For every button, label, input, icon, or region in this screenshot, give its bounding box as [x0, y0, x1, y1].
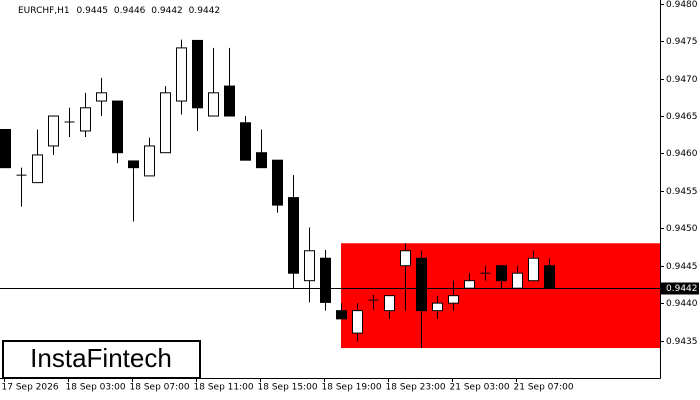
x-tick-label: 18 Sep 19:00 — [322, 383, 382, 393]
bear-body — [496, 265, 507, 282]
bear-body — [128, 160, 139, 169]
header-close: 0.9442 — [189, 6, 221, 16]
bull-body — [432, 302, 443, 312]
bull-body — [528, 257, 539, 282]
x-tick-label: 18 Sep 07:00 — [130, 383, 190, 393]
x-tick-label: 18 Sep 11:00 — [194, 383, 254, 393]
bull-body — [48, 115, 59, 147]
bear-body — [240, 122, 251, 161]
bear-body — [272, 159, 283, 206]
bear-body — [224, 85, 235, 117]
bull-body — [400, 250, 411, 267]
x-tick-label: 21 Sep 03:00 — [450, 383, 510, 393]
y-tick-label: 0.9445 — [666, 262, 698, 272]
y-tick-label: 0.9465 — [666, 112, 698, 122]
x-tick-label: 17 Sep 2026 — [2, 383, 59, 393]
header-open: 0.9445 — [77, 6, 109, 16]
bull-body — [96, 92, 107, 102]
bull-body — [384, 295, 395, 312]
bear-body — [0, 128, 11, 169]
price-tag-label: 0.9442 — [666, 284, 698, 294]
header-high: 0.9446 — [114, 6, 146, 16]
bull-body — [160, 92, 171, 154]
y-tick-label: 0.9460 — [666, 149, 698, 159]
bear-body — [320, 257, 331, 303]
header-low: 0.9442 — [151, 6, 183, 16]
y-tick-label: 0.9435 — [666, 337, 698, 347]
bear-body — [416, 257, 427, 312]
y-tick-label: 0.9455 — [666, 187, 698, 197]
bear-body — [192, 39, 203, 109]
bull-body — [512, 272, 523, 289]
bear-body — [336, 310, 347, 320]
bull-body — [176, 47, 187, 102]
symbol: EURCHF,H1 — [18, 6, 70, 16]
logo-box — [2, 340, 201, 379]
x-tick-label: 18 Sep 03:00 — [66, 383, 126, 393]
bull-body — [32, 154, 43, 184]
price-tag — [661, 282, 699, 295]
bull-body — [144, 145, 155, 177]
bear-body — [544, 265, 555, 289]
y-tick-label: 0.9470 — [666, 75, 698, 85]
bull-body — [208, 92, 219, 117]
bull-body — [464, 280, 475, 289]
bear-body — [256, 152, 267, 169]
bull-body — [352, 310, 363, 334]
bull-body — [304, 250, 315, 282]
header: EURCHF,H1 0.9445 0.9446 0.9442 0.9442 — [18, 6, 220, 16]
x-tick-label: 21 Sep 07:00 — [514, 383, 574, 393]
x-tick-label: 18 Sep 15:00 — [258, 383, 318, 393]
y-tick-label: 0.9450 — [666, 224, 698, 234]
y-tick-label: 0.9475 — [666, 37, 698, 47]
y-tick-label: 0.9440 — [666, 299, 698, 309]
bull-body — [448, 295, 459, 304]
bull-body — [80, 107, 91, 132]
logo: InstaFintech — [30, 343, 172, 373]
x-tick-label: 18 Sep 23:00 — [386, 383, 446, 393]
bear-body — [288, 197, 299, 274]
y-tick-label: 0.9480 — [666, 0, 698, 10]
bear-body — [112, 100, 123, 154]
